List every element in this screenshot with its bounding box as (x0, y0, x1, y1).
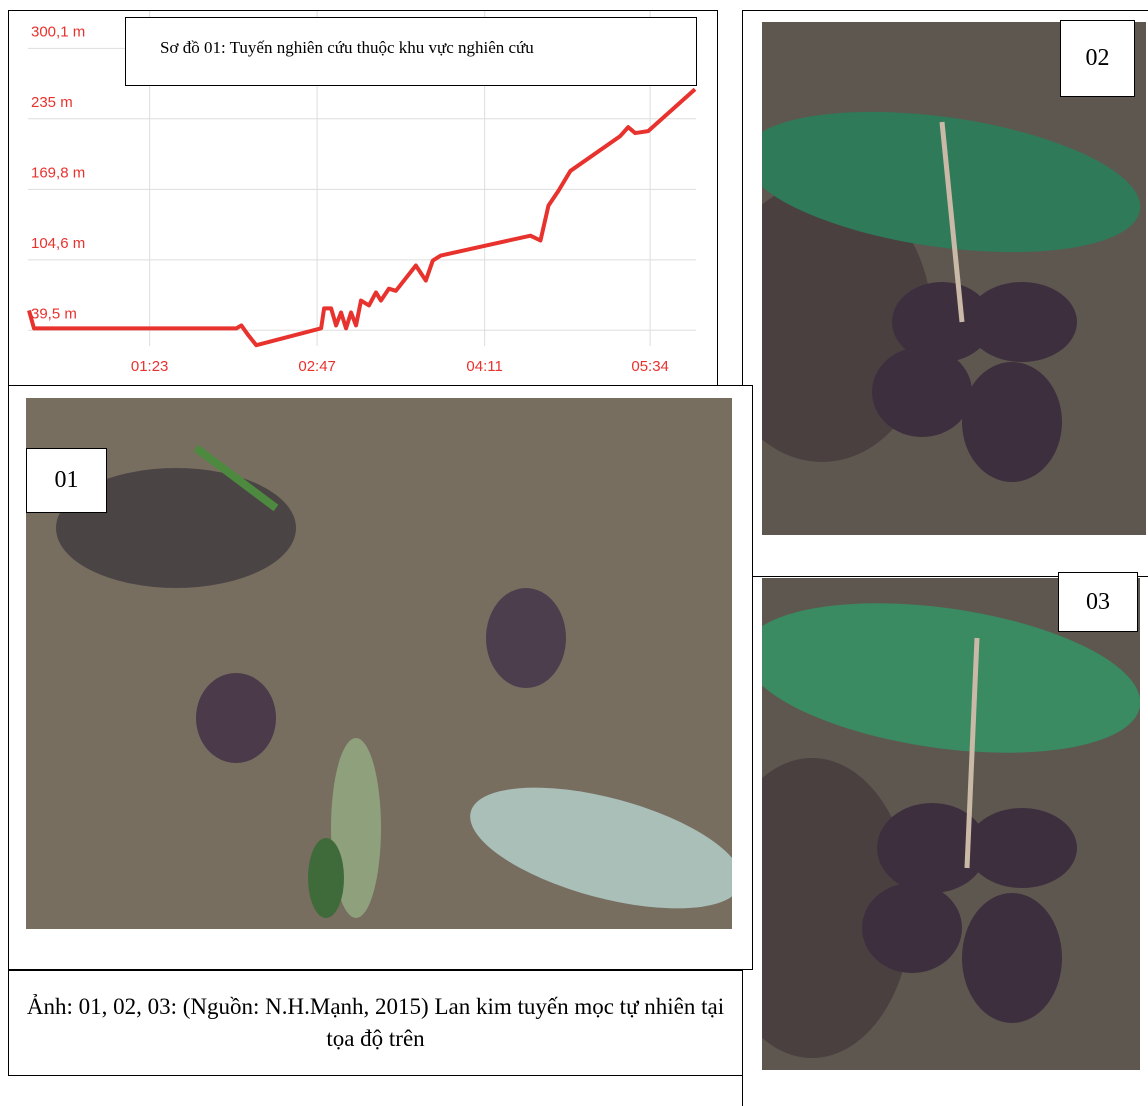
photo (26, 398, 732, 929)
photo-label: 01 (26, 448, 107, 513)
y-tick-label: 169,8 m (31, 164, 85, 181)
chart-title-box: Sơ đồ 01: Tuyến nghiên cứu thuộc khu vực… (125, 17, 697, 86)
caption-box: Ảnh: 01, 02, 03: (Nguồn: N.H.Mạnh, 2015)… (8, 970, 743, 1076)
x-tick-label: 04:11 (466, 358, 502, 375)
y-tick-label: 104,6 m (31, 235, 85, 252)
x-tick-label: 01:23 (131, 358, 169, 375)
x-tick-label: 05:34 (631, 358, 669, 375)
photo-label: 02 (1060, 20, 1135, 97)
x-tick-label: 02:47 (298, 358, 336, 375)
top-rule (742, 10, 1148, 11)
elevation-line (29, 89, 695, 345)
page: 300,1 m 235 m 169,8 m 104,6 m 39,5 m 01:23 02:… (0, 0, 1148, 1106)
caption: Ảnh: 01, 02, 03: (Nguồn: N.H.Mạnh, 2015)… (27, 994, 724, 1051)
y-tick-label: 300,1 m (31, 23, 85, 40)
y-tick-label: 235 m (31, 94, 73, 111)
chart-title: Sơ đồ 01: Tuyến nghiên cứu thuộc khu vực… (160, 38, 534, 57)
photo (762, 578, 1140, 1070)
photo-frame: 01 (8, 385, 753, 970)
photo-label: 03 (1058, 572, 1138, 632)
y-tick-label: 39,5 m (31, 305, 77, 322)
photo (762, 22, 1146, 535)
